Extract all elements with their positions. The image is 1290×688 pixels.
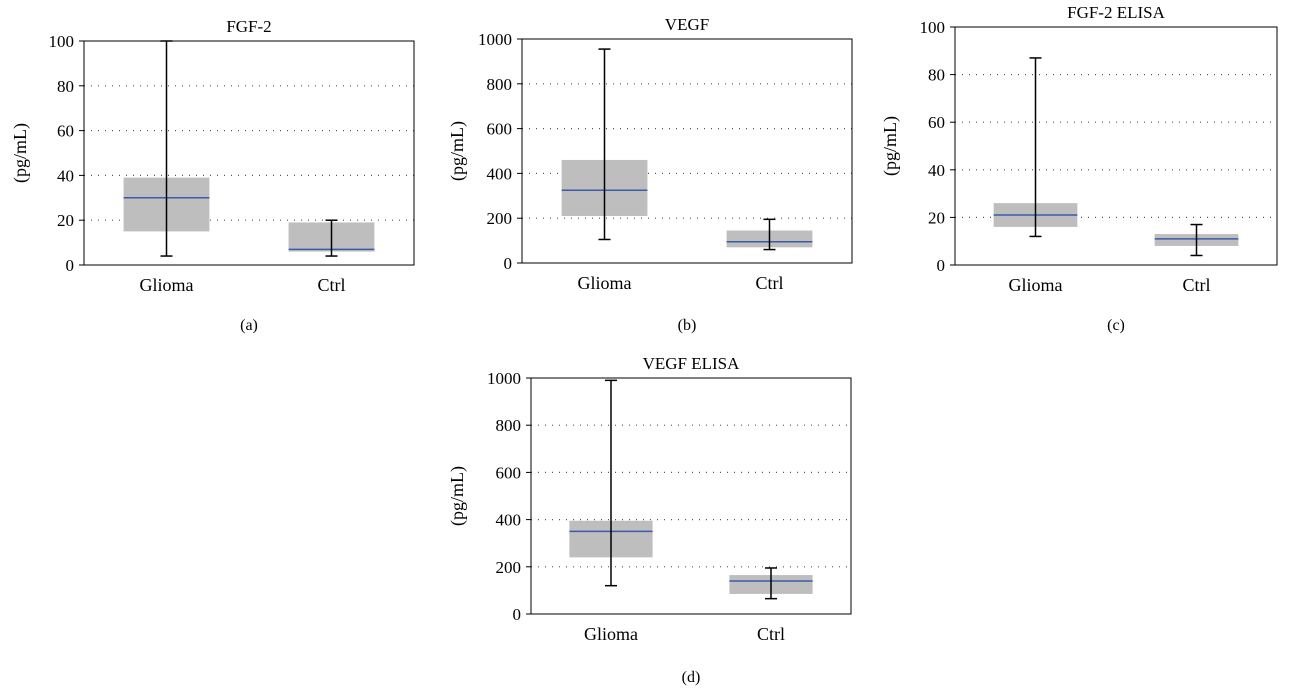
x-tick-label: Glioma [140,275,194,295]
chart-title: FGF-2 [226,17,271,36]
panel-b: VEGF (b) (pg/mL) Glioma Ctrl 0 200 400 600 800… [447,15,853,334]
panel-c: FGF-2 ELISA (c) (pg/mL) Glioma Ctrl 0 20 40 6… [880,3,1278,334]
panel-d: VEGF ELISA (d) (pg/mL) Glioma Ctrl 0 200 400… [447,354,852,686]
y-tick-label: 80 [57,77,74,96]
y-tick-label: 20 [928,208,945,227]
panel-label: (b) [678,317,697,334]
plot-frame [954,26,1278,266]
chart-title: VEGF [665,15,709,34]
chart-title: FGF-2 ELISA [1067,3,1165,22]
y-tick-label: 600 [496,463,522,482]
x-tick-label: Ctrl [755,273,783,293]
y-tick-label: 20 [57,211,74,230]
y-tick-label: 1000 [487,369,521,388]
y-axis-label: (pg/mL) [10,123,31,183]
x-tick-label: Glioma [1009,275,1063,295]
y-tick-label: 40 [928,161,945,180]
y-axis-label: (pg/mL) [880,116,901,176]
x-tick-label: Ctrl [1182,275,1210,295]
y-tick-label: 40 [57,166,74,185]
y-tick-label: 600 [487,120,513,139]
y-tick-label: 400 [496,511,522,530]
y-tick-label: 100 [920,18,946,37]
y-tick-label: 80 [928,66,945,85]
chart-title: VEGF ELISA [643,354,741,373]
panel-label: (c) [1107,317,1125,334]
x-tick-label: Ctrl [757,624,785,644]
x-tick-label: Glioma [584,624,638,644]
y-axis-label: (pg/mL) [447,466,468,526]
y-tick-label: 1000 [478,30,512,49]
plot-frame [521,38,853,264]
x-tick-label: Glioma [578,273,632,293]
y-tick-label: 800 [487,75,513,94]
y-tick-label: 800 [496,416,522,435]
plot-frame [530,377,852,615]
y-tick-label: 0 [513,605,522,624]
y-tick-label: 0 [504,254,513,273]
y-tick-label: 200 [487,209,513,228]
y-tick-label: 60 [57,122,74,141]
panel-a: FGF-2 (a) (pg/mL) Glioma Ctrl 0 20 40 60 80 100 [10,17,415,334]
y-tick-label: 200 [496,558,522,577]
y-tick-label: 60 [928,113,945,132]
y-tick-label: 0 [66,256,75,275]
plot-frame [83,40,415,266]
panel-label: (a) [240,317,258,334]
y-tick-label: 100 [49,32,75,51]
y-axis-label: (pg/mL) [447,121,468,181]
y-tick-label: 400 [487,164,513,183]
y-tick-label: 0 [937,256,946,275]
panel-label: (d) [682,669,701,686]
x-tick-label: Ctrl [317,275,345,295]
